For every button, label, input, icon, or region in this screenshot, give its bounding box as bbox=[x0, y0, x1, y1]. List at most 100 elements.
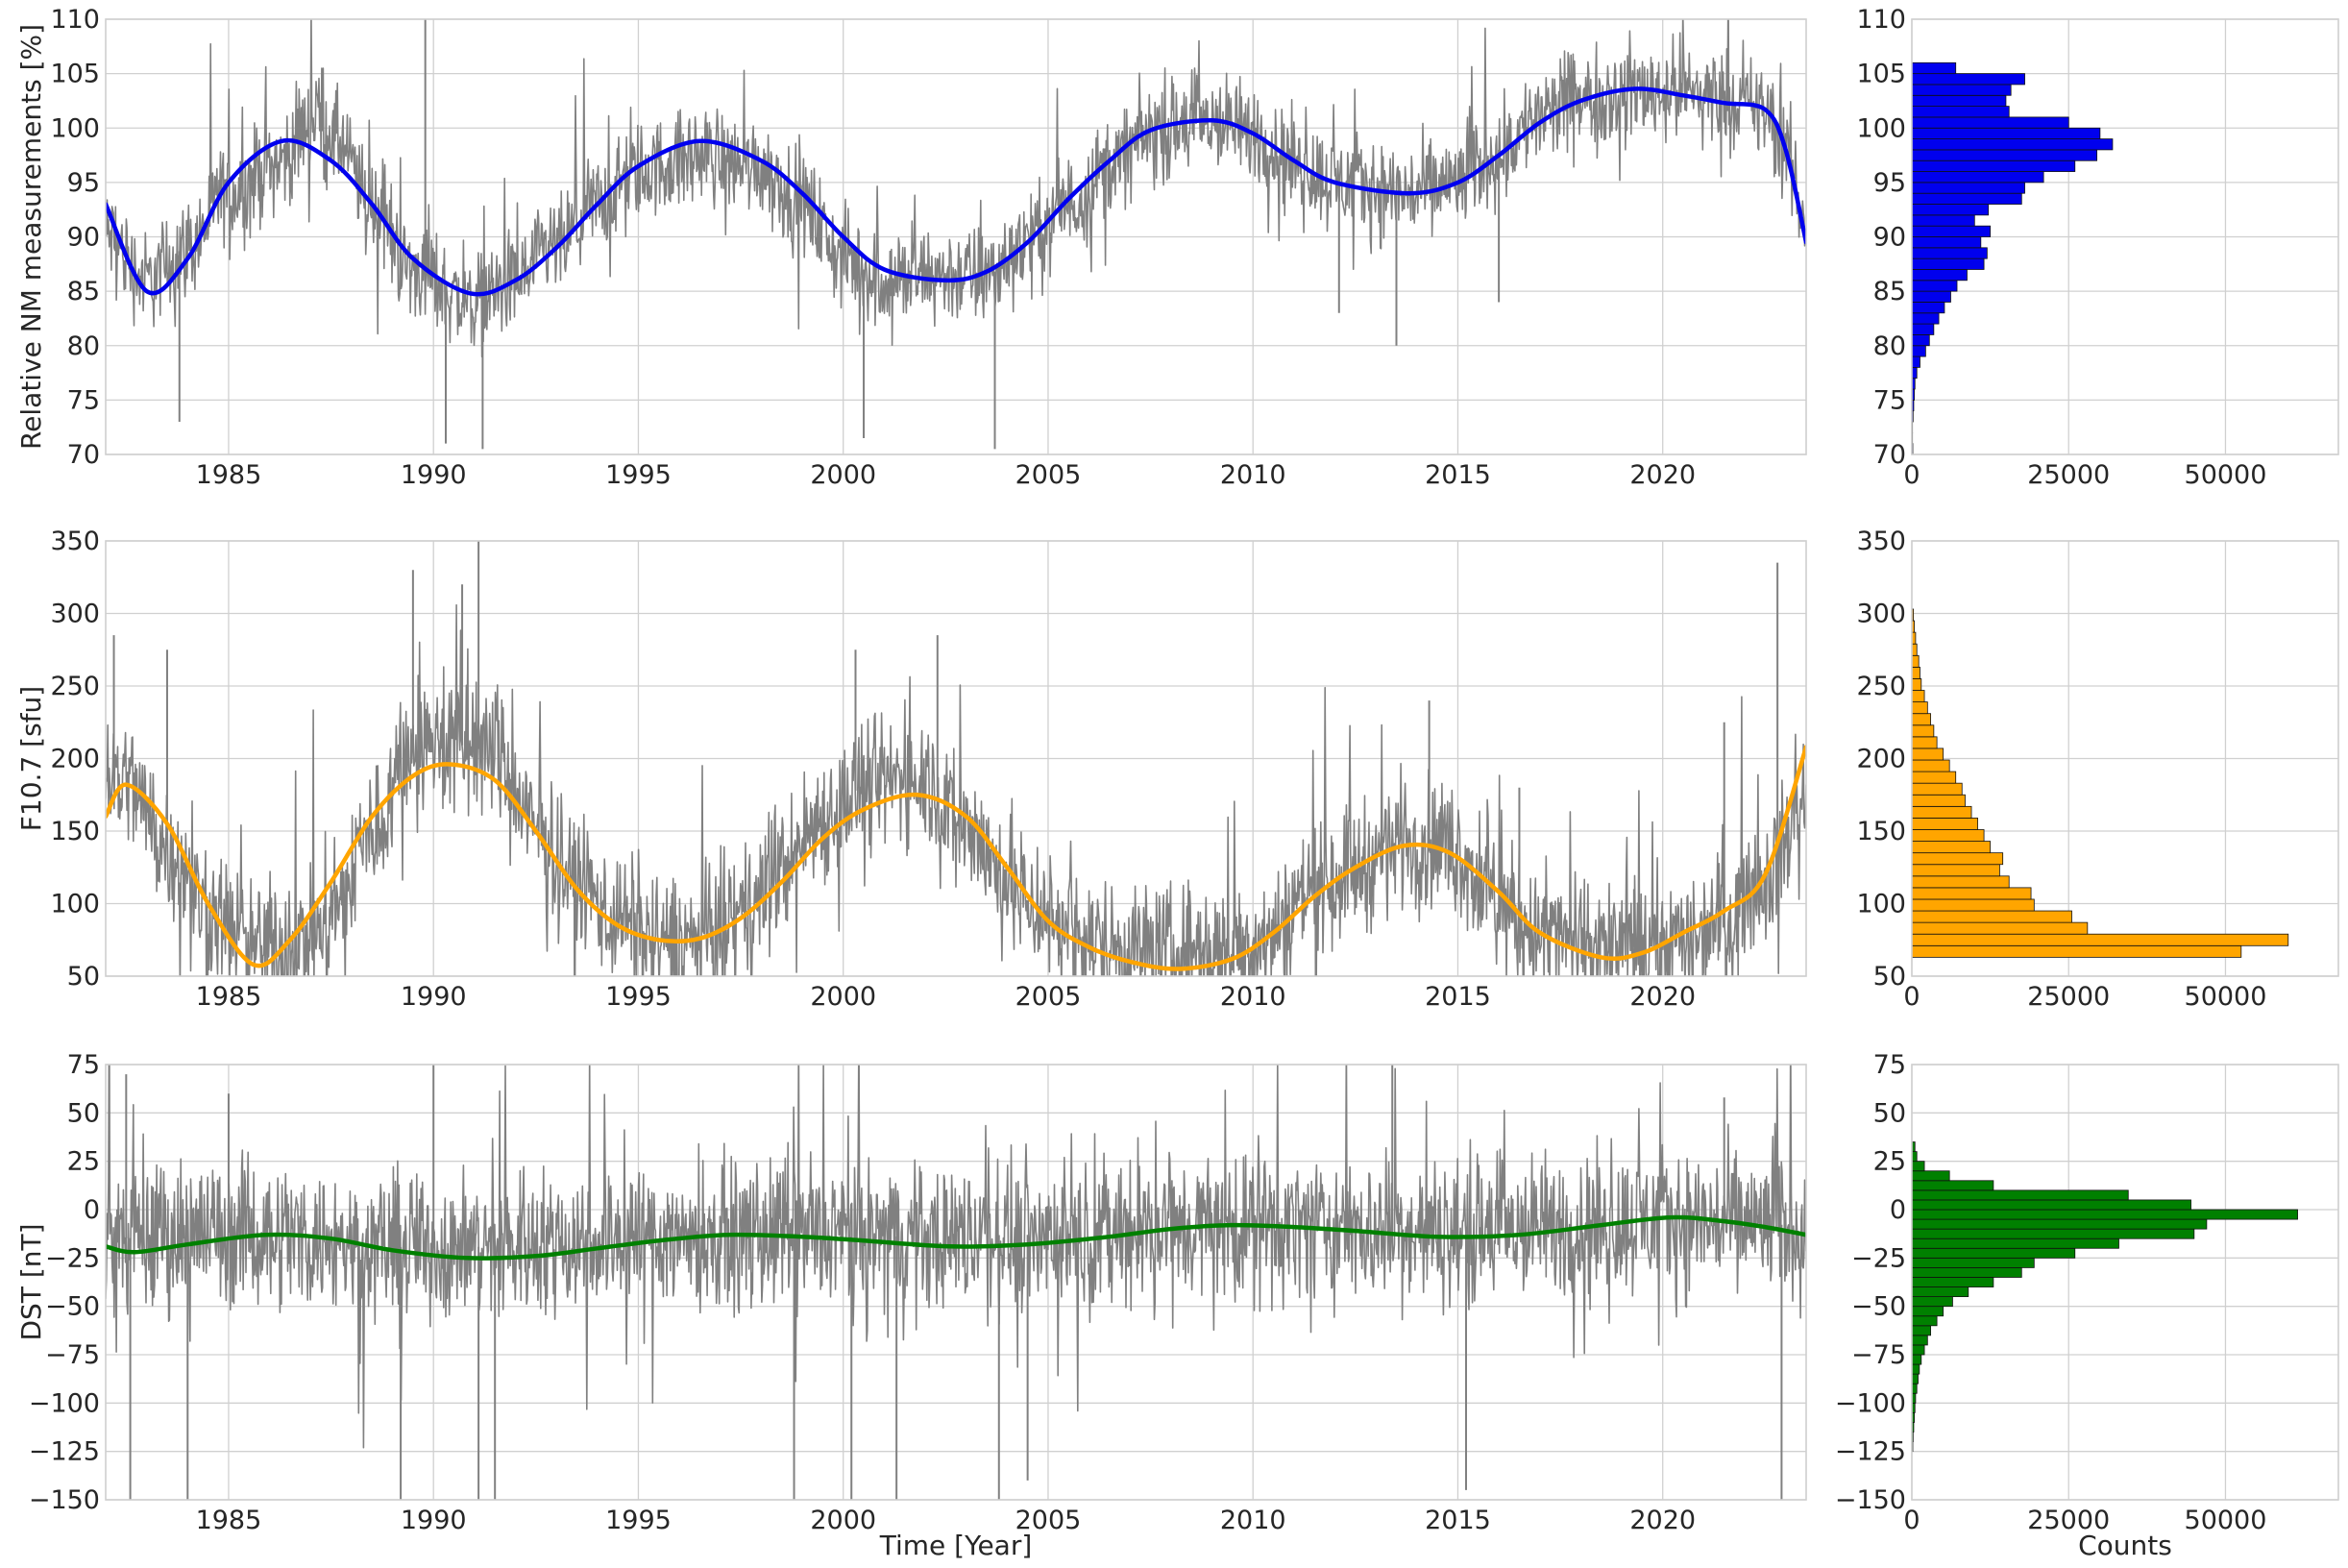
histogram-bar bbox=[1912, 312, 1940, 325]
y-axis-label: Relative NM measurements [%] bbox=[15, 24, 47, 450]
histogram-bar bbox=[1912, 852, 2004, 866]
y-tick-label: −100 bbox=[29, 1388, 100, 1418]
y-tick-label: 150 bbox=[1856, 817, 1906, 846]
histogram-bar bbox=[1912, 944, 2242, 958]
y-tick-label: 105 bbox=[50, 60, 100, 89]
y-tick-label: 75 bbox=[67, 1050, 100, 1080]
histogram-bar bbox=[1912, 1277, 1994, 1287]
fit-line bbox=[106, 745, 1806, 971]
histogram-bar bbox=[1912, 214, 1975, 227]
x-tick-label: 50000 bbox=[2185, 460, 2267, 490]
y-tick-label: 100 bbox=[1856, 890, 1906, 919]
y-tick-label: −125 bbox=[29, 1437, 100, 1467]
y-tick-label: 100 bbox=[50, 890, 100, 919]
histogram-bar bbox=[1912, 225, 1992, 237]
histogram-bar bbox=[1912, 1237, 2119, 1249]
panel-5: 0 25000 50000 50 100 150 200 250 300 350 bbox=[1856, 527, 2339, 1012]
axes-frame bbox=[105, 1064, 1807, 1501]
y-tick-label: 250 bbox=[1856, 672, 1906, 701]
y-tick-label: −125 bbox=[1835, 1437, 1906, 1467]
y-tick-label: 80 bbox=[1873, 331, 1906, 361]
histogram-bar bbox=[1912, 280, 1958, 292]
y-axis-label: DST [nT] bbox=[15, 1223, 47, 1340]
y-tick-label: 110 bbox=[1856, 5, 1906, 35]
histogram-bar bbox=[1912, 921, 2089, 935]
axes-frame bbox=[1911, 18, 2339, 455]
x-tick-label: 1995 bbox=[605, 460, 672, 490]
axes-frame bbox=[1911, 1064, 2339, 1501]
x-tick-label: 2005 bbox=[1015, 1506, 1082, 1535]
histogram-bar bbox=[1912, 1373, 1919, 1384]
histogram-bar bbox=[1912, 759, 1950, 772]
panel-6: 0 25000 50000 −150 −125 −100 −75 −50 −25 0 25 50 75 C… bbox=[1835, 1050, 2339, 1561]
x-tick-label: 1990 bbox=[401, 1506, 467, 1535]
y-tick-label: 200 bbox=[1856, 745, 1906, 774]
histogram-bar bbox=[1912, 794, 1966, 807]
histogram-bar bbox=[1912, 701, 1928, 715]
histogram-bar bbox=[1912, 933, 2289, 946]
x-tick-label: 1995 bbox=[605, 1506, 672, 1535]
histogram-bar bbox=[1912, 1296, 1953, 1308]
y-tick-label: 95 bbox=[1873, 168, 1906, 198]
x-tick-label: 25000 bbox=[2027, 460, 2110, 490]
x-tick-label: 0 bbox=[1903, 460, 1920, 490]
axes-frame bbox=[105, 18, 1807, 455]
histogram-bar bbox=[1912, 1306, 1944, 1317]
histogram-bar bbox=[1912, 782, 1963, 796]
y-tick-label: 85 bbox=[1873, 277, 1906, 306]
y-tick-label: 70 bbox=[1873, 440, 1906, 470]
histogram-bar bbox=[1912, 747, 1944, 761]
histogram-bar bbox=[1912, 1170, 1950, 1182]
y-tick-label: 90 bbox=[1873, 223, 1906, 253]
y-tick-label: −25 bbox=[45, 1243, 100, 1273]
histogram-bar bbox=[1912, 106, 2010, 118]
panel-3: 1985 1990 1995 2000 2005 2010 2015 2020 −150 −125… bbox=[15, 1050, 1807, 1561]
x-tick-label: 1995 bbox=[605, 982, 672, 1012]
y-tick-label: 50 bbox=[67, 1098, 100, 1128]
y-tick-label: −150 bbox=[29, 1485, 100, 1515]
histogram-bar bbox=[1912, 736, 1938, 749]
histogram-bar bbox=[1912, 1247, 2076, 1259]
plot-area bbox=[106, 541, 1806, 976]
x-tick-label: 1990 bbox=[401, 982, 467, 1012]
y-tick-label: 0 bbox=[1890, 1195, 1906, 1225]
x-tick-label: 2020 bbox=[1629, 460, 1696, 490]
histogram-bar bbox=[1912, 1354, 1922, 1365]
x-tick-label: 2000 bbox=[810, 460, 876, 490]
histogram-bar bbox=[1912, 247, 1988, 259]
y-tick-label: 350 bbox=[50, 527, 100, 556]
y-tick-label: 80 bbox=[67, 331, 100, 361]
y-tick-label: 25 bbox=[67, 1147, 100, 1177]
y-tick-label: 105 bbox=[1856, 60, 1906, 89]
panel-4: 0 25000 50000 70 75 80 85 90 95 100 105 110 bbox=[1856, 5, 2339, 490]
histogram-bar bbox=[1912, 1218, 2208, 1230]
y-axis-label: F10.7 [sfu] bbox=[15, 686, 47, 831]
histogram-bar bbox=[1912, 290, 1951, 303]
x-tick-label: 25000 bbox=[2027, 982, 2110, 1012]
fit-line bbox=[106, 1214, 1806, 1261]
histogram-bar bbox=[1912, 269, 1968, 282]
y-tick-label: −25 bbox=[1851, 1243, 1906, 1273]
x-tick-label: 2000 bbox=[810, 982, 876, 1012]
histogram-bar bbox=[1912, 864, 2000, 877]
y-tick-label: 100 bbox=[50, 113, 100, 143]
histogram-bar bbox=[1912, 1335, 1928, 1346]
x-axis-label: Counts bbox=[2078, 1530, 2172, 1561]
histogram-bar bbox=[1912, 84, 2012, 96]
grid bbox=[106, 18, 1806, 455]
histogram-bar bbox=[1912, 771, 1957, 784]
y-tick-label: 200 bbox=[50, 745, 100, 774]
histogram-bar bbox=[1912, 1344, 1925, 1356]
axes-frame bbox=[105, 540, 1807, 977]
histogram-bar bbox=[1912, 1257, 2035, 1268]
y-tick-label: 75 bbox=[67, 385, 100, 415]
histogram-bar bbox=[1912, 1189, 2129, 1201]
x-tick-label: 2015 bbox=[1425, 460, 1491, 490]
plot-area bbox=[1912, 1141, 2298, 1453]
axes-frame bbox=[1911, 540, 2339, 977]
histogram-bar bbox=[1912, 898, 2035, 912]
histogram-bar bbox=[1912, 1209, 2298, 1220]
y-tick-label: −150 bbox=[1835, 1485, 1906, 1515]
y-tick-label: 75 bbox=[1873, 385, 1906, 415]
x-tick-label: 2020 bbox=[1629, 1506, 1696, 1535]
